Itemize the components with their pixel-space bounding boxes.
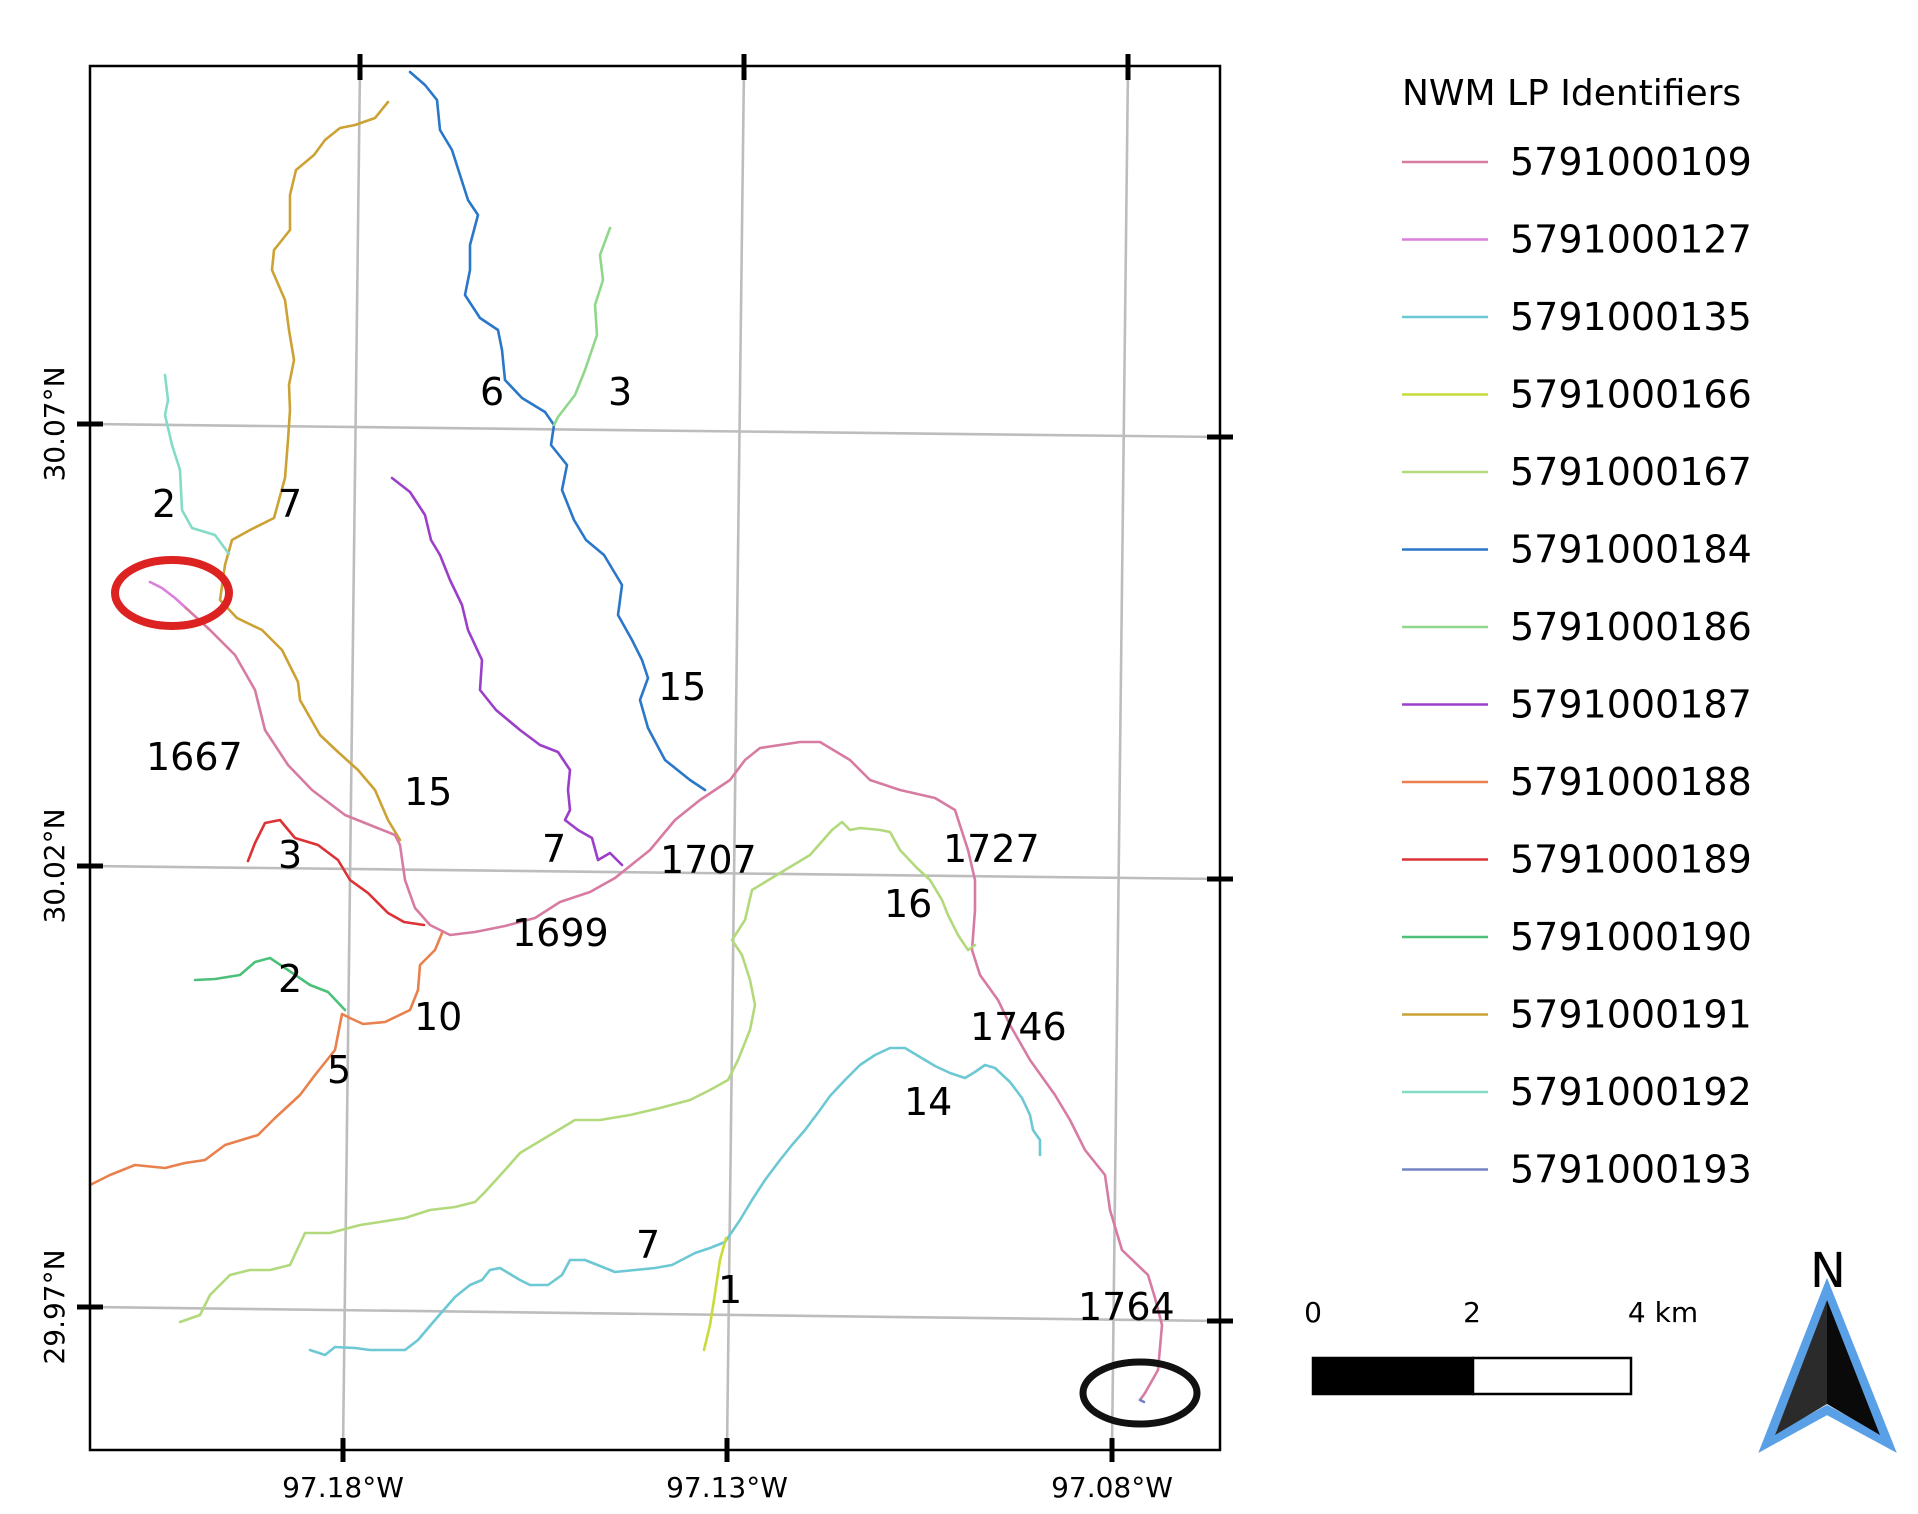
x-tick-label: 97.13°W [666, 1471, 788, 1504]
reach-label: 7 [542, 827, 566, 871]
reach-label: 16 [884, 882, 932, 926]
scale-label: 2 [1463, 1296, 1481, 1329]
legend-label-5791000192: 5791000192 [1510, 1070, 1752, 1114]
reach-label: 6 [480, 370, 504, 414]
reach-label: 1764 [1078, 1285, 1175, 1329]
legend-label-5791000186: 5791000186 [1510, 605, 1752, 649]
reach-label: 1667 [146, 735, 243, 779]
north-arrow-dark-half [1827, 1300, 1880, 1435]
legend-label-5791000190: 5791000190 [1510, 915, 1752, 959]
legend-label-5791000188: 5791000188 [1510, 760, 1752, 804]
x-tick-label: 97.18°W [282, 1471, 404, 1504]
reach-label: 15 [658, 665, 706, 709]
river-5791000127 [148, 580, 188, 610]
y-axis-labels: 30.07°N 30.02°N 29.97°N [38, 366, 71, 1364]
scale-label: 0 [1304, 1296, 1322, 1329]
parallel-30-02 [89, 864, 1221, 881]
river-5791000109 [184, 606, 1164, 1402]
legend-label-5791000187: 5791000187 [1510, 683, 1752, 727]
reach-label: 2 [278, 957, 302, 1001]
legend-label-5791000189: 5791000189 [1510, 838, 1752, 882]
scale-segment-black [1311, 1356, 1475, 1396]
x-tick-label: 97.08°W [1051, 1471, 1173, 1504]
scale-label: 4 km [1628, 1296, 1698, 1329]
legend-label-5791000191: 5791000191 [1510, 993, 1752, 1037]
reach-label: 14 [904, 1080, 952, 1124]
y-tick-label: 29.97°N [38, 1249, 71, 1364]
legend-items: 5791000109 5791000127 5791000135 5791000166… [1402, 140, 1752, 1192]
legend-label-5791000167: 5791000167 [1510, 450, 1752, 494]
reach-label: 3 [278, 833, 302, 877]
reach-label: 3 [608, 370, 632, 414]
river-5791000184 [408, 70, 707, 792]
reach-label: 1699 [512, 911, 609, 955]
river-5791000190 [193, 956, 347, 1012]
legend-label-5791000135: 5791000135 [1510, 295, 1752, 339]
river-5791000135 [308, 1046, 1042, 1357]
reach-label: 1 [718, 1268, 742, 1312]
scale-segment-white [1471, 1356, 1633, 1396]
parallel-30-07 [89, 422, 1221, 439]
downstream-marker [1079, 1358, 1201, 1428]
upstream-marker [111, 556, 233, 630]
scale-bar: 0 2 4 km [1304, 1296, 1698, 1396]
legend-title: NWM LP Identifiers [1402, 73, 1741, 114]
reach-label: 1746 [970, 1005, 1067, 1049]
map-background [90, 66, 1220, 1450]
legend-label-5791000127: 5791000127 [1510, 218, 1752, 262]
y-tick-label: 30.02°N [38, 808, 71, 923]
y-tick-label: 30.07°N [38, 366, 71, 481]
reach-labels: 2 7 6 3 15 1667 15 3 7 1707 1727 16 1699… [146, 370, 1175, 1329]
map-frame [88, 64, 1222, 1452]
legend: NWM LP Identifiers 579100010957910001275… [1402, 73, 1752, 1192]
legend-label-5791000109: 5791000109 [1510, 140, 1752, 184]
reach-label: 15 [404, 770, 452, 814]
legend-label-5791000193: 5791000193 [1510, 1148, 1752, 1192]
parallel-29-97 [89, 1305, 1221, 1323]
legend-label-5791000166: 5791000166 [1510, 373, 1752, 417]
frame-ticks [77, 54, 1233, 1462]
river-5791000188 [88, 931, 444, 1187]
river-5791000186 [552, 226, 612, 427]
reach-label: 1727 [943, 827, 1040, 871]
reach-label: 2 [152, 482, 176, 526]
north-arrow-hatched-half [1775, 1300, 1827, 1435]
north-arrow: N [1758, 1243, 1897, 1453]
reach-label: 7 [278, 482, 302, 526]
river-5791000187 [390, 476, 624, 867]
river-5791000167 [178, 820, 977, 1324]
reach-label: 1707 [660, 838, 757, 882]
legend-label-5791000184: 5791000184 [1510, 528, 1752, 572]
map-panel: 2 7 6 3 15 1667 15 3 7 1707 1727 16 1699… [38, 54, 1233, 1504]
north-arrow-icon [1758, 1277, 1897, 1453]
meridian-97-18 [341, 65, 362, 1451]
x-axis-labels: 97.18°W 97.13°W 97.08°W [282, 1471, 1173, 1504]
reach-label: 10 [414, 995, 462, 1039]
river-5791000191 [218, 100, 402, 842]
river-network [88, 70, 1164, 1404]
river-5791000192 [163, 373, 231, 556]
location-markers [111, 556, 1201, 1428]
reach-label: 5 [327, 1048, 351, 1092]
river-5791000166 [702, 1236, 728, 1352]
graticule [89, 65, 1221, 1451]
river-5791000193 [1138, 1398, 1146, 1404]
meridian-97-08 [1110, 65, 1130, 1451]
reach-label: 7 [636, 1223, 660, 1267]
river-5791000189 [246, 818, 426, 927]
meridian-97-13 [725, 65, 746, 1451]
